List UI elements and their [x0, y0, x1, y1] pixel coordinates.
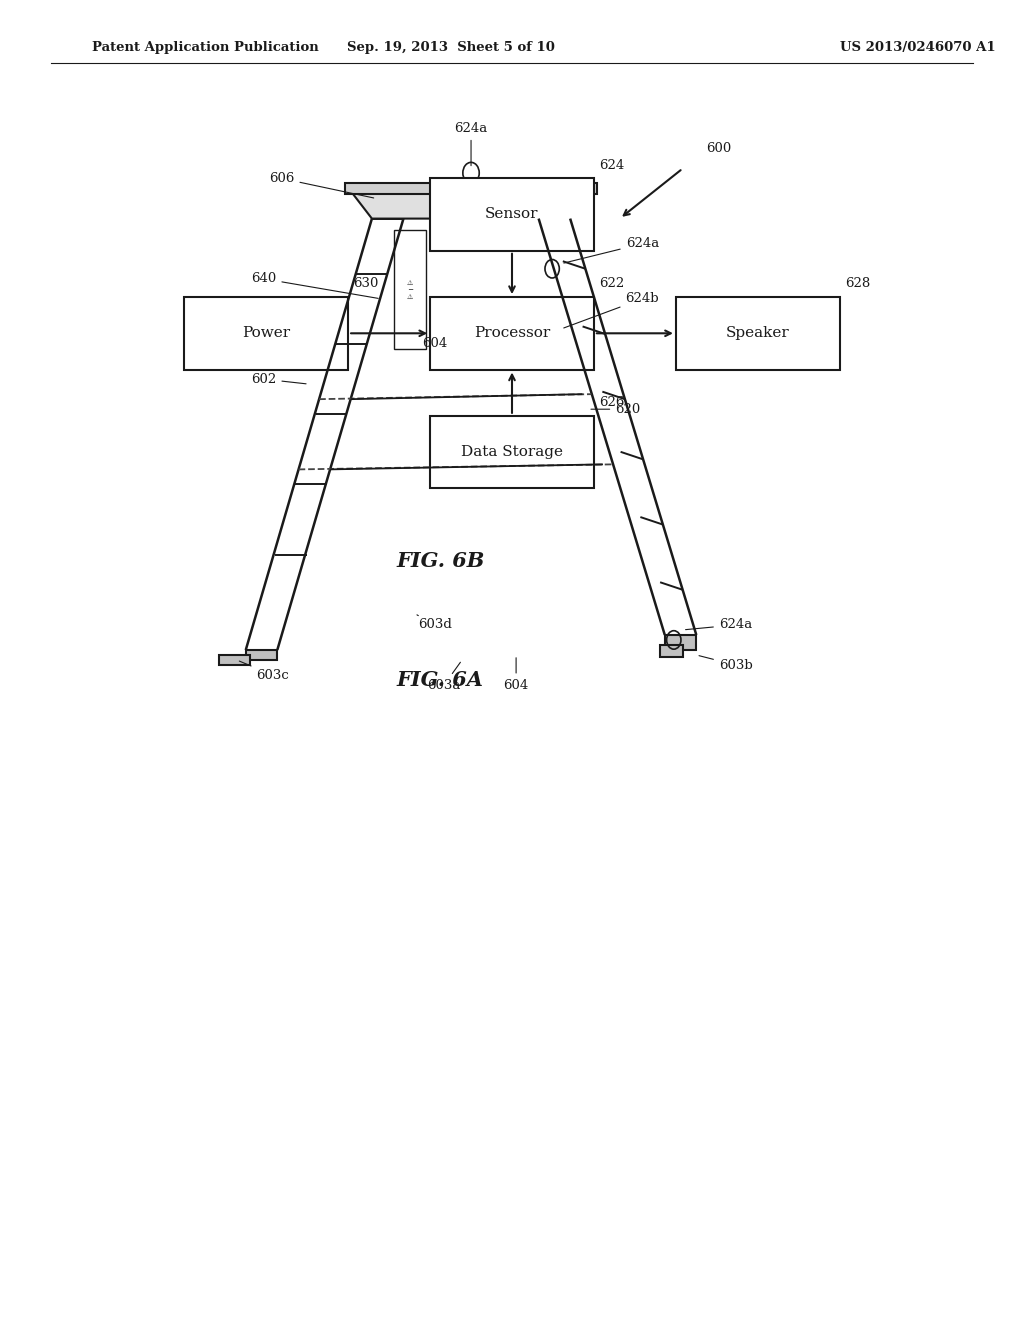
Polygon shape — [219, 655, 250, 665]
Text: 600: 600 — [707, 141, 731, 154]
Polygon shape — [246, 649, 278, 660]
Text: Sensor: Sensor — [485, 207, 539, 222]
Text: 640: 640 — [251, 272, 378, 298]
FancyBboxPatch shape — [430, 416, 594, 488]
Text: 630: 630 — [353, 277, 379, 290]
FancyBboxPatch shape — [676, 297, 840, 370]
Text: 624: 624 — [599, 158, 625, 172]
FancyBboxPatch shape — [394, 230, 426, 348]
Text: 624a: 624a — [686, 618, 752, 631]
Text: 604: 604 — [504, 657, 528, 692]
Text: FIG. 6B: FIG. 6B — [396, 550, 484, 572]
Text: 603c: 603c — [240, 661, 289, 681]
Polygon shape — [660, 645, 683, 657]
Text: Power: Power — [243, 326, 290, 341]
Text: Patent Application Publication: Patent Application Publication — [92, 41, 318, 54]
Text: Speaker: Speaker — [726, 326, 790, 341]
Polygon shape — [345, 183, 597, 194]
FancyBboxPatch shape — [430, 297, 594, 370]
FancyBboxPatch shape — [430, 178, 594, 251]
Text: 624b: 624b — [564, 292, 659, 327]
Text: 620: 620 — [591, 403, 640, 416]
Text: 628: 628 — [845, 277, 870, 290]
Text: Data Storage: Data Storage — [461, 445, 563, 459]
Polygon shape — [345, 183, 597, 219]
Text: FIG. 6A: FIG. 6A — [397, 669, 483, 690]
Text: 602: 602 — [251, 372, 306, 385]
Text: 626: 626 — [599, 396, 625, 409]
Text: 603b: 603b — [699, 656, 753, 672]
FancyBboxPatch shape — [184, 297, 348, 370]
Text: ⚠
─
⚠: ⚠ ─ ⚠ — [408, 280, 414, 300]
Text: 603a: 603a — [427, 663, 461, 692]
Text: US 2013/0246070 A1: US 2013/0246070 A1 — [840, 41, 995, 54]
Text: 624a: 624a — [455, 121, 487, 165]
Text: 624a: 624a — [564, 238, 658, 263]
Text: 606: 606 — [269, 172, 374, 198]
Text: Processor: Processor — [474, 326, 550, 341]
Text: 622: 622 — [599, 277, 625, 290]
Polygon shape — [665, 635, 696, 649]
Text: 603d: 603d — [417, 615, 452, 631]
Text: 604: 604 — [422, 338, 447, 351]
Text: Sep. 19, 2013  Sheet 5 of 10: Sep. 19, 2013 Sheet 5 of 10 — [346, 41, 555, 54]
